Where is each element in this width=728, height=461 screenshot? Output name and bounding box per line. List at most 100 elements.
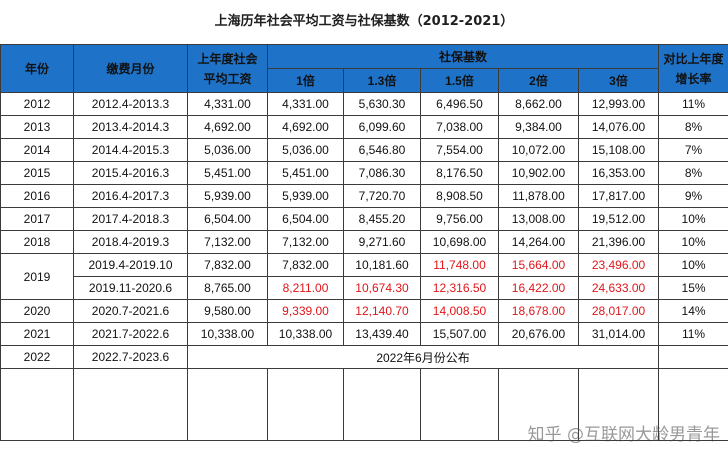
cell-year: 2018 — [0, 230, 74, 254]
cell-growth: 10% — [658, 230, 728, 254]
cell-avg-wage: 7,832.00 — [187, 253, 268, 277]
cell-base-1x: 7,132.00 — [267, 230, 344, 254]
cell-base-3x: 28,017.00 — [577, 299, 660, 323]
table-row: 2015 2015.4-2016.3 5,451.00 5,451.00 7,0… — [0, 161, 728, 185]
cell-base-1-3x: 7,086.30 — [343, 161, 421, 185]
cell-base-1-3x: 6,099.60 — [343, 115, 421, 139]
cell-growth: 9% — [658, 184, 728, 208]
cell-year: 2013 — [0, 115, 74, 139]
cell-period: 2016.4-2017.3 — [73, 184, 188, 208]
cell-base-1x: 4,692.00 — [267, 115, 344, 139]
cell-base-1-5x: 10,698.00 — [420, 230, 499, 254]
header-base-group: 社保基数 — [266, 44, 660, 69]
header-period: 缴费月份 — [73, 44, 188, 93]
cell-base-2x: 13,008.00 — [498, 207, 579, 231]
cell-empty — [0, 368, 74, 441]
cell-year: 2021 — [0, 322, 74, 346]
header-multiple-1-5x: 1.5倍 — [420, 68, 499, 93]
cell-base-3x: 15,108.00 — [577, 138, 660, 162]
cell-avg-wage: 5,036.00 — [187, 138, 268, 162]
cell-base-2x: 16,422.00 — [498, 276, 579, 300]
cell-empty — [658, 345, 728, 369]
cell-growth: 15% — [658, 276, 728, 300]
cell-year: 2012 — [0, 92, 74, 116]
cell-base-1-5x: 9,756.00 — [420, 207, 499, 231]
cell-base-1-5x: 12,316.50 — [420, 276, 499, 300]
cell-period: 2020.7-2021.6 — [73, 299, 188, 323]
social-security-table: 年份 缴费月份 上年度社会 平均工资 社保基数 对比上年度 增长率 1倍 1.3… — [0, 44, 728, 441]
cell-period: 2019.11-2020.6 — [73, 276, 188, 300]
cell-period: 2015.4-2016.3 — [73, 161, 188, 185]
cell-period: 2017.4-2018.3 — [73, 207, 188, 231]
cell-base-3x: 24,633.00 — [577, 276, 660, 300]
cell-period: 2012.4-2013.3 — [73, 92, 188, 116]
cell-base-1-5x: 7,554.00 — [420, 138, 499, 162]
cell-year: 2017 — [0, 207, 74, 231]
table-row: 2013 2013.4-2014.3 4,692.00 4,692.00 6,0… — [0, 115, 728, 139]
cell-growth: 7% — [658, 138, 728, 162]
cell-base-2x: 10,072.00 — [498, 138, 579, 162]
table-row: 2019 2019.4-2019.10 7,832.00 7,832.00 10… — [0, 253, 728, 300]
cell-base-3x: 16,353.00 — [577, 161, 660, 185]
header-growth-line1: 对比上年度 — [663, 51, 724, 66]
cell-base-3x: 31,014.00 — [577, 322, 660, 346]
cell-period: 2019.4-2019.10 — [73, 253, 188, 277]
cell-base-1x: 7,832.00 — [267, 253, 344, 277]
cell-base-1x: 4,331.00 — [267, 92, 344, 116]
cell-base-3x: 14,076.00 — [577, 115, 660, 139]
cell-period: 2013.4-2014.3 — [73, 115, 188, 139]
table-blank-row — [0, 368, 728, 441]
cell-year: 2019 — [0, 253, 74, 300]
cell-base-1-5x: 7,038.00 — [420, 115, 499, 139]
cell-base-1-3x: 6,546.80 — [343, 138, 421, 162]
cell-announcement-note: 2022年6月份公布 — [186, 345, 660, 369]
cell-base-1x: 9,339.00 — [267, 299, 344, 323]
cell-base-1-3x: 10,181.60 — [343, 253, 421, 277]
cell-growth: 11% — [658, 322, 728, 346]
cell-base-3x: 19,512.00 — [577, 207, 660, 231]
cell-year: 2014 — [0, 138, 74, 162]
cell-year: 2020 — [0, 299, 74, 323]
cell-empty — [73, 368, 188, 441]
cell-base-1-3x: 12,140.70 — [343, 299, 421, 323]
cell-base-2x: 20,676.00 — [498, 322, 579, 346]
cell-year: 2022 — [0, 345, 74, 369]
cell-base-1-5x: 15,507.00 — [420, 322, 499, 346]
table-row: 2017 2017.4-2018.3 6,504.00 6,504.00 8,4… — [0, 207, 728, 231]
cell-base-2x: 14,264.00 — [498, 230, 579, 254]
table-row: 2014 2014.4-2015.3 5,036.00 5,036.00 6,5… — [0, 138, 728, 162]
cell-base-1x: 5,451.00 — [267, 161, 344, 185]
table-row: 2022 2022.7-2023.6 2022年6月份公布 — [0, 345, 728, 369]
header-multiple-1x: 1倍 — [267, 68, 344, 93]
header-growth-line2: 增长率 — [675, 71, 712, 86]
watermark: 知乎 @互联网大龄男青年 — [527, 425, 720, 445]
cell-base-2x: 15,664.00 — [498, 253, 579, 277]
header-multiple-1-3x: 1.3倍 — [343, 68, 421, 93]
cell-base-3x: 23,496.00 — [577, 253, 660, 277]
header-multiple-3x: 3倍 — [577, 68, 660, 93]
cell-base-2x: 8,662.00 — [498, 92, 579, 116]
cell-base-3x: 21,396.00 — [577, 230, 660, 254]
cell-base-1x: 8,211.00 — [267, 276, 344, 300]
cell-base-2x: 9,384.00 — [498, 115, 579, 139]
cell-year: 2015 — [0, 161, 74, 185]
table-row: 2012 2012.4-2013.3 4,331.00 4,331.00 5,6… — [0, 92, 728, 116]
table-title: 上海历年社会平均工资与社保基数（2012-2021） — [214, 14, 514, 29]
cell-base-1-3x: 7,720.70 — [343, 184, 421, 208]
cell-period: 2021.7-2022.6 — [73, 322, 188, 346]
header-avg-wage-line2: 平均工资 — [203, 71, 252, 86]
cell-avg-wage: 4,331.00 — [187, 92, 268, 116]
cell-base-2x: 18,678.00 — [498, 299, 579, 323]
cell-base-1x: 6,504.00 — [267, 207, 344, 231]
cell-avg-wage: 5,939.00 — [187, 184, 268, 208]
cell-growth: 8% — [658, 161, 728, 185]
cell-empty — [498, 368, 579, 441]
header-multiple-2x: 2倍 — [498, 68, 579, 93]
cell-empty — [187, 368, 268, 441]
cell-base-1x: 5,939.00 — [267, 184, 344, 208]
cell-avg-wage: 8,765.00 — [187, 276, 268, 300]
cell-base-1-5x: 6,496.50 — [420, 92, 499, 116]
cell-base-1-3x: 9,271.60 — [343, 230, 421, 254]
header-growth: 对比上年度 增长率 — [658, 44, 728, 93]
table-row: 2020 2020.7-2021.6 9,580.00 9,339.00 12,… — [0, 299, 728, 323]
